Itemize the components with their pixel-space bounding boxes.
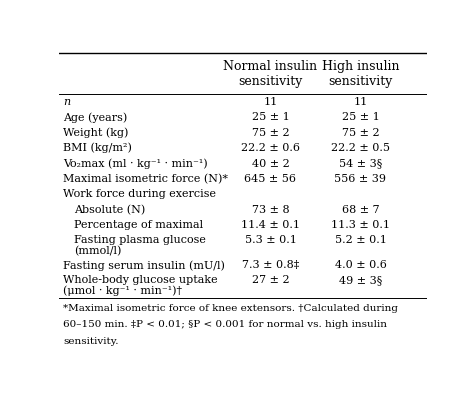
Text: Work force during exercise: Work force during exercise [63,190,216,199]
Text: 556 ± 39: 556 ± 39 [335,174,386,184]
Text: 75 ± 2: 75 ± 2 [342,128,379,138]
Text: BMI (kg/m²): BMI (kg/m²) [63,143,132,154]
Text: 645 ± 56: 645 ± 56 [245,174,296,184]
Text: Whole-body glucose uptake: Whole-body glucose uptake [63,275,218,285]
Text: Fasting serum insulin (mU/l): Fasting serum insulin (mU/l) [63,260,225,271]
Text: 54 ± 3§: 54 ± 3§ [339,159,382,169]
Text: Normal insulin
sensitivity: Normal insulin sensitivity [223,60,318,88]
Text: 49 ± 3§: 49 ± 3§ [339,275,382,285]
Text: Weight (kg): Weight (kg) [63,128,128,138]
Text: 11: 11 [353,97,368,107]
Text: sensitivity.: sensitivity. [63,337,118,346]
Text: 27 ± 2: 27 ± 2 [252,275,289,285]
Text: 22.2 ± 0.5: 22.2 ± 0.5 [331,143,390,153]
Text: 5.3 ± 0.1: 5.3 ± 0.1 [245,235,296,245]
Text: 11.4 ± 0.1: 11.4 ± 0.1 [241,220,300,230]
Text: Vo₂max (ml · kg⁻¹ · min⁻¹): Vo₂max (ml · kg⁻¹ · min⁻¹) [63,158,208,169]
Text: 60–150 min. ‡P < 0.01; §P < 0.001 for normal vs. high insulin: 60–150 min. ‡P < 0.01; §P < 0.001 for no… [63,320,387,329]
Text: 25 ± 1: 25 ± 1 [252,112,289,123]
Text: Fasting plasma glucose: Fasting plasma glucose [74,235,206,245]
Text: Percentage of maximal: Percentage of maximal [74,220,203,230]
Text: High insulin
sensitivity: High insulin sensitivity [322,60,399,88]
Text: 11.3 ± 0.1: 11.3 ± 0.1 [331,220,390,230]
Text: 7.3 ± 0.8‡: 7.3 ± 0.8‡ [242,260,299,270]
Text: (μmol · kg⁻¹ · min⁻¹)†: (μmol · kg⁻¹ · min⁻¹)† [63,285,182,296]
Text: 75 ± 2: 75 ± 2 [252,128,289,138]
Text: 73 ± 8: 73 ± 8 [252,205,289,215]
Text: 25 ± 1: 25 ± 1 [342,112,379,123]
Text: Absolute (N): Absolute (N) [74,204,145,215]
Text: Maximal isometric force (N)*: Maximal isometric force (N)* [63,174,228,184]
Text: n: n [63,97,70,107]
Text: 22.2 ± 0.6: 22.2 ± 0.6 [241,143,300,153]
Text: 11: 11 [264,97,278,107]
Text: *Maximal isometric force of knee extensors. †Calculated during: *Maximal isometric force of knee extenso… [63,304,398,312]
Text: (mmol/l): (mmol/l) [74,245,121,256]
Text: 4.0 ± 0.6: 4.0 ± 0.6 [335,260,386,270]
Text: 68 ± 7: 68 ± 7 [342,205,379,215]
Text: 40 ± 2: 40 ± 2 [252,159,289,169]
Text: 5.2 ± 0.1: 5.2 ± 0.1 [335,235,386,245]
Text: Age (years): Age (years) [63,112,127,123]
